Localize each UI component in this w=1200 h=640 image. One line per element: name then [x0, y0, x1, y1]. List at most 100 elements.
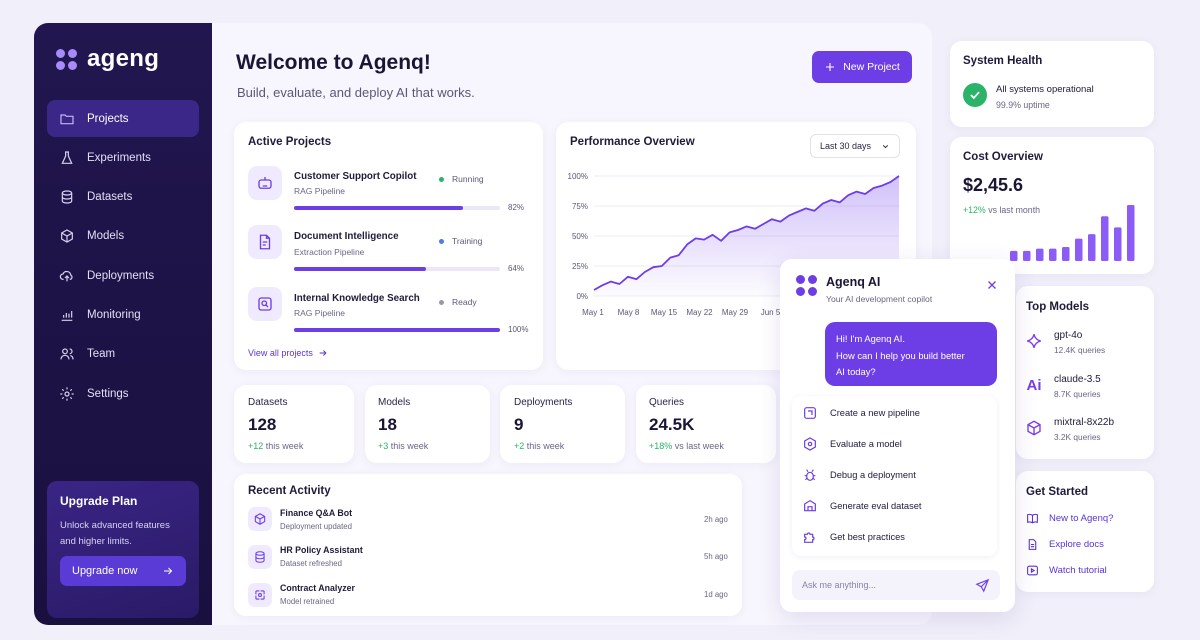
stat-delta: +18% vs last week	[649, 441, 724, 451]
get-started-card: Get Started New to Agenq? Explore docs W…	[1016, 471, 1154, 592]
chart-x-tick-label: May 22	[686, 308, 713, 317]
chart-y-tick-label: 25%	[572, 262, 588, 271]
stat-label: Datasets	[248, 397, 288, 408]
active-projects-card: Active Projects Customer Support Copilot…	[234, 122, 543, 370]
users-icon	[60, 348, 74, 360]
performance-title: Performance Overview	[570, 136, 695, 148]
chart-y-tick-label: 0%	[576, 292, 588, 301]
new-to-agenq-link[interactable]: New to Agenq?	[1026, 512, 1113, 525]
project-type: RAG Pipeline	[294, 186, 346, 196]
status-label: Running	[452, 174, 484, 184]
watch-tutorial-link[interactable]: Watch tutorial	[1026, 564, 1107, 577]
view-all-projects-link[interactable]: View all projects	[248, 348, 328, 358]
stat-card-models[interactable]: Models 18 +3 this week	[365, 385, 490, 463]
suggestion-create-pipeline[interactable]: Create a new pipeline	[802, 405, 920, 421]
sidebar-item-label: Projects	[87, 112, 129, 125]
stat-label: Queries	[649, 397, 685, 408]
folder-icon	[60, 113, 74, 124]
sidebar-item-team[interactable]: Team	[47, 336, 199, 373]
status-dot	[439, 238, 444, 244]
project-type: RAG Pipeline	[294, 308, 346, 318]
logo[interactable]: ageng	[56, 45, 159, 73]
book-icon	[1027, 513, 1038, 524]
top-models-title: Top Models	[1026, 301, 1090, 313]
suggestion-label: Generate eval dataset	[830, 501, 922, 511]
progress-fill	[294, 267, 426, 271]
new-project-label: New Project	[843, 61, 900, 73]
chart-y-tick-label: 100%	[568, 172, 588, 181]
project-name: Customer Support Copilot	[294, 171, 417, 182]
upgrade-card: Upgrade Plan Unlock advanced features an…	[47, 481, 199, 618]
chart-y-ticks: 100% 75% 50% 25% 0%	[568, 172, 588, 301]
activity-name: Finance Q&A Bot	[280, 508, 353, 518]
database-icon	[61, 190, 73, 204]
sidebar-item-projects[interactable]: Projects	[47, 100, 199, 137]
play-icon	[1027, 565, 1038, 576]
upgrade-now-button[interactable]: Upgrade now	[60, 556, 186, 586]
agenq-ai-logo-icon	[796, 275, 817, 296]
cost-overview-card: Cost Overview $2,45.6 +12% vs last month	[950, 137, 1154, 274]
stat-value: 24.5K	[649, 415, 695, 434]
get-started-label: New to Agenq?	[1049, 513, 1114, 524]
stat-label: Deployments	[514, 397, 573, 408]
database-icon	[248, 545, 272, 569]
sidebar-item-deployments[interactable]: Deployments	[47, 257, 199, 294]
activity-sub: Deployment updated	[280, 522, 352, 531]
stat-delta-value: +3	[378, 441, 389, 451]
stat-delta: +12 this week	[248, 441, 303, 451]
chart-x-tick-label: May 29	[722, 308, 749, 317]
get-started-label: Explore docs	[1049, 539, 1104, 550]
suggestion-evaluate-model[interactable]: Evaluate a model	[802, 436, 902, 452]
stat-card-datasets[interactable]: Datasets 128 +12 this week	[234, 385, 354, 463]
suggestion-list: Create a new pipeline Evaluate a model D…	[792, 396, 997, 556]
chart-y-tick-label: 75%	[572, 202, 588, 211]
stat-card-queries[interactable]: Queries 24.5K +18% vs last week	[636, 385, 776, 463]
stat-delta-value: +18%	[649, 441, 673, 451]
dataset-icon	[804, 499, 816, 512]
suggestion-label: Debug a deployment	[830, 470, 916, 480]
sidebar-item-label: Monitoring	[87, 308, 141, 321]
activity-time: 1d ago	[704, 590, 728, 599]
chat-subtitle: Your AI development copilot	[826, 294, 933, 304]
sidebar-item-experiments[interactable]: Experiments	[47, 139, 199, 176]
cube-icon	[1023, 417, 1045, 439]
suggestion-generate-eval-dataset[interactable]: Generate eval dataset	[802, 498, 921, 514]
close-button[interactable]	[983, 276, 1001, 294]
chat-input[interactable]: Ask me anything...	[792, 570, 1000, 600]
progress-bar	[294, 267, 500, 271]
suggestion-label: Evaluate a model	[830, 439, 902, 449]
sidebar-nav: Projects Experiments Datasets Models Dep…	[47, 100, 199, 414]
suggestion-label: Create a new pipeline	[830, 408, 920, 418]
date-range-select[interactable]: Last 30 days	[810, 134, 900, 158]
cost-value: $2,45.6	[963, 175, 1024, 195]
recent-activity-title: Recent Activity	[248, 485, 331, 497]
date-range-value: Last 30 days	[820, 141, 872, 151]
send-icon[interactable]	[975, 578, 990, 593]
model-name: mixtral-8x22b	[1054, 417, 1115, 428]
sidebar-item-settings[interactable]: Settings	[47, 375, 199, 412]
explore-docs-link[interactable]: Explore docs	[1026, 538, 1104, 551]
progress-percent: 100%	[508, 325, 529, 334]
sidebar-item-models[interactable]: Models	[47, 218, 199, 255]
cost-bar	[1062, 247, 1070, 261]
analyzer-icon	[248, 583, 272, 607]
suggestion-debug-deployment[interactable]: Debug a deployment	[802, 467, 916, 483]
new-project-button[interactable]: New Project	[812, 51, 912, 83]
suggestion-best-practices[interactable]: Get best practices	[802, 529, 905, 545]
stat-delta-value: +2	[514, 441, 525, 451]
sidebar-item-monitoring[interactable]: Monitoring	[47, 296, 199, 333]
project-name: Internal Knowledge Search	[294, 293, 420, 304]
chat-title: Agenq AI	[826, 275, 881, 289]
sidebar-item-datasets[interactable]: Datasets	[47, 179, 199, 216]
activity-time: 2h ago	[704, 515, 728, 524]
stat-card-deployments[interactable]: Deployments 9 +2 this week	[500, 385, 625, 463]
bubble-line: AI today?	[836, 366, 876, 377]
cost-bar	[1023, 250, 1031, 261]
flask-icon	[61, 151, 73, 164]
bubble-line: Hi! I'm Agenq AI.	[836, 333, 906, 344]
sidebar-item-label: Deployments	[87, 269, 155, 282]
progress-percent: 64%	[508, 264, 525, 273]
model-queries: 3.2K queries	[1054, 432, 1101, 442]
doc-icon	[1028, 539, 1037, 550]
ai-chat-panel: Agenq AI Your AI development copilot Hi!…	[780, 259, 1015, 612]
